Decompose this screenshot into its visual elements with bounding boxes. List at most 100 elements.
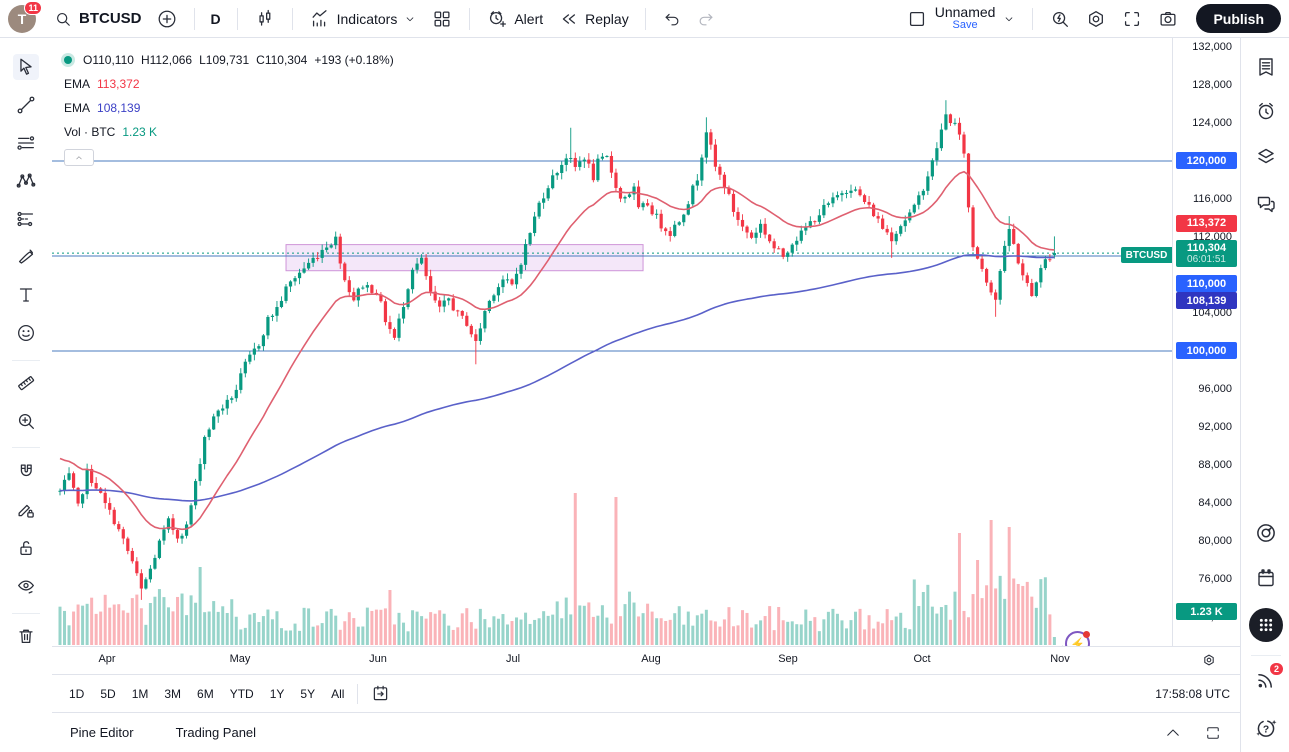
snapshot-camera-button[interactable] bbox=[1150, 4, 1186, 34]
layout-name-button[interactable]: Unnamed Save bbox=[934, 3, 996, 32]
lock-all-drawings-button[interactable] bbox=[13, 535, 39, 561]
chat-button[interactable] bbox=[1252, 190, 1280, 218]
remove-drawings-trash-button[interactable] bbox=[13, 623, 39, 649]
replay-button[interactable]: Replay bbox=[550, 4, 636, 34]
price-tick: 84,000 bbox=[1198, 497, 1232, 509]
cursor-tool-button[interactable] bbox=[13, 54, 39, 80]
alert-button[interactable]: Alert bbox=[479, 4, 550, 34]
emoji-tool-button[interactable] bbox=[13, 320, 39, 346]
legend-volume-row[interactable]: Vol · BTC 1.23 K bbox=[64, 120, 394, 144]
time-axis[interactable]: Apr May Jun Jul Aug Sep Oct Nov bbox=[52, 646, 1240, 674]
alerts-panel-button[interactable] bbox=[1252, 97, 1280, 125]
indicators-button[interactable]: Indicators bbox=[302, 4, 425, 34]
help-button[interactable]: ? bbox=[1252, 714, 1280, 742]
horizontal-lines-tool-button[interactable] bbox=[13, 130, 39, 156]
range-5y-button[interactable]: 5Y bbox=[300, 686, 316, 701]
drawing-toolbar bbox=[0, 38, 52, 752]
settings-button[interactable] bbox=[1078, 4, 1114, 34]
quick-search-icon bbox=[1049, 8, 1071, 30]
range-3m-button[interactable]: 3M bbox=[164, 686, 182, 701]
stock-screener-button[interactable] bbox=[1252, 519, 1280, 547]
object-tree-button[interactable] bbox=[1252, 143, 1280, 171]
chevron-down-icon bbox=[403, 12, 417, 26]
avatar-initial: T bbox=[17, 10, 27, 27]
candlestick-chart[interactable] bbox=[52, 38, 1172, 646]
fullscreen-button[interactable] bbox=[1114, 4, 1150, 34]
drawing-mode-lock-tool-button[interactable] bbox=[13, 497, 39, 523]
text-tool-button[interactable] bbox=[13, 282, 39, 308]
time-axis-month-label: Jun bbox=[369, 653, 387, 665]
symbol-search-button[interactable]: BTCUSD bbox=[46, 4, 149, 34]
range-6m-button[interactable]: 6M bbox=[197, 686, 214, 701]
layout-grid-button[interactable] bbox=[424, 4, 460, 34]
magnet-tool-button[interactable] bbox=[13, 459, 39, 485]
hline-110000-label: 110,000 bbox=[1176, 275, 1237, 293]
time-axis-month-label: Sep bbox=[778, 653, 798, 665]
legend-ema-slow-row[interactable]: EMA 108,139 bbox=[64, 96, 394, 120]
timezone-clock[interactable]: 17:58:08 UTC bbox=[1155, 686, 1230, 701]
legend-ohlc-row[interactable]: O110,110 H112,066 L109,731 C110,304 +193… bbox=[64, 48, 394, 72]
tradingview-watermark: TradingView bbox=[116, 642, 299, 646]
interval-button[interactable]: D bbox=[204, 4, 228, 34]
projection-tool-button[interactable] bbox=[13, 206, 39, 232]
price-tick: 80,000 bbox=[1198, 535, 1232, 547]
interval-label: D bbox=[210, 10, 221, 27]
price-tick: 88,000 bbox=[1198, 459, 1232, 471]
axis-settings-gear-icon[interactable] bbox=[1200, 651, 1218, 669]
legend-collapse-button[interactable] bbox=[64, 149, 94, 166]
svg-text:?: ? bbox=[1263, 724, 1269, 735]
range-all-button[interactable]: All bbox=[331, 686, 345, 701]
time-axis-month-label: May bbox=[229, 653, 251, 665]
calendar-button[interactable] bbox=[1252, 564, 1280, 592]
range-1d-button[interactable]: 1D bbox=[69, 686, 85, 701]
news-feed-button[interactable]: 2 bbox=[1252, 662, 1284, 694]
layout-select-button[interactable] bbox=[899, 4, 935, 34]
more-apps-button[interactable] bbox=[1249, 608, 1283, 642]
tab-pine-editor[interactable]: Pine Editor bbox=[70, 725, 134, 740]
redo-button[interactable] bbox=[689, 4, 723, 34]
xabcd-pattern-tool-button[interactable] bbox=[13, 168, 39, 194]
quick-search-button[interactable] bbox=[1042, 4, 1078, 34]
panel-expand-chevron-icon[interactable] bbox=[1164, 724, 1182, 742]
price-tick: 116,000 bbox=[1193, 193, 1232, 205]
replay-label: Replay bbox=[585, 10, 629, 27]
range-1m-button[interactable]: 1M bbox=[131, 686, 149, 701]
hide-drawings-eye-button[interactable] bbox=[13, 573, 39, 599]
price-axis[interactable]: 132,000 128,000 124,000 116,000 112,000 104,0… bbox=[1172, 38, 1240, 646]
undo-button[interactable] bbox=[655, 4, 689, 34]
zoom-in-tool-button[interactable] bbox=[13, 408, 39, 434]
panel-maximize-icon[interactable] bbox=[1204, 724, 1222, 742]
alert-clock-icon bbox=[486, 8, 508, 30]
time-axis-month-label: Nov bbox=[1050, 653, 1070, 665]
brush-tool-button[interactable] bbox=[13, 244, 39, 270]
chart-pane[interactable]: TradingView ⚡✦ bbox=[52, 38, 1172, 646]
tab-trading-panel[interactable]: Trading Panel bbox=[175, 725, 257, 740]
compare-add-symbol-button[interactable] bbox=[149, 4, 185, 34]
chart-style-button[interactable] bbox=[247, 4, 283, 34]
go-to-date-button[interactable] bbox=[370, 683, 391, 704]
ema-fast-value: 113,372 bbox=[97, 77, 140, 91]
publish-button[interactable]: Publish bbox=[1196, 4, 1281, 33]
bottom-panel: Pine Editor Trading Panel bbox=[52, 712, 1240, 752]
user-avatar[interactable]: T 11 bbox=[8, 0, 42, 33]
notification-badge: 11 bbox=[24, 0, 42, 15]
ai-events-icon[interactable]: ⚡✦ bbox=[1058, 631, 1090, 646]
camera-icon bbox=[1157, 8, 1179, 30]
layout-name: Unnamed bbox=[934, 3, 996, 20]
watchlist-button[interactable] bbox=[1252, 53, 1280, 81]
legend-ema-fast-row[interactable]: EMA 113,372 bbox=[64, 72, 394, 96]
range-5d-button[interactable]: 5D bbox=[100, 686, 116, 701]
volume-label: Vol · BTC bbox=[64, 125, 116, 139]
layout-dropdown-button[interactable] bbox=[995, 4, 1023, 34]
range-1y-button[interactable]: 1Y bbox=[269, 686, 285, 701]
legend-low: L109,731 bbox=[199, 53, 250, 67]
trend-line-tool-button[interactable] bbox=[13, 92, 39, 118]
date-range-buttons: 1D 5D 1M 3M 6M YTD 1Y 5Y All bbox=[62, 683, 351, 705]
measure-ruler-tool-button[interactable] bbox=[13, 370, 39, 396]
search-icon bbox=[53, 9, 73, 29]
plus-circle-icon bbox=[156, 8, 178, 30]
gear-icon bbox=[1085, 8, 1107, 30]
range-ytd-button[interactable]: YTD bbox=[229, 686, 254, 701]
indicators-label: Indicators bbox=[336, 10, 398, 27]
